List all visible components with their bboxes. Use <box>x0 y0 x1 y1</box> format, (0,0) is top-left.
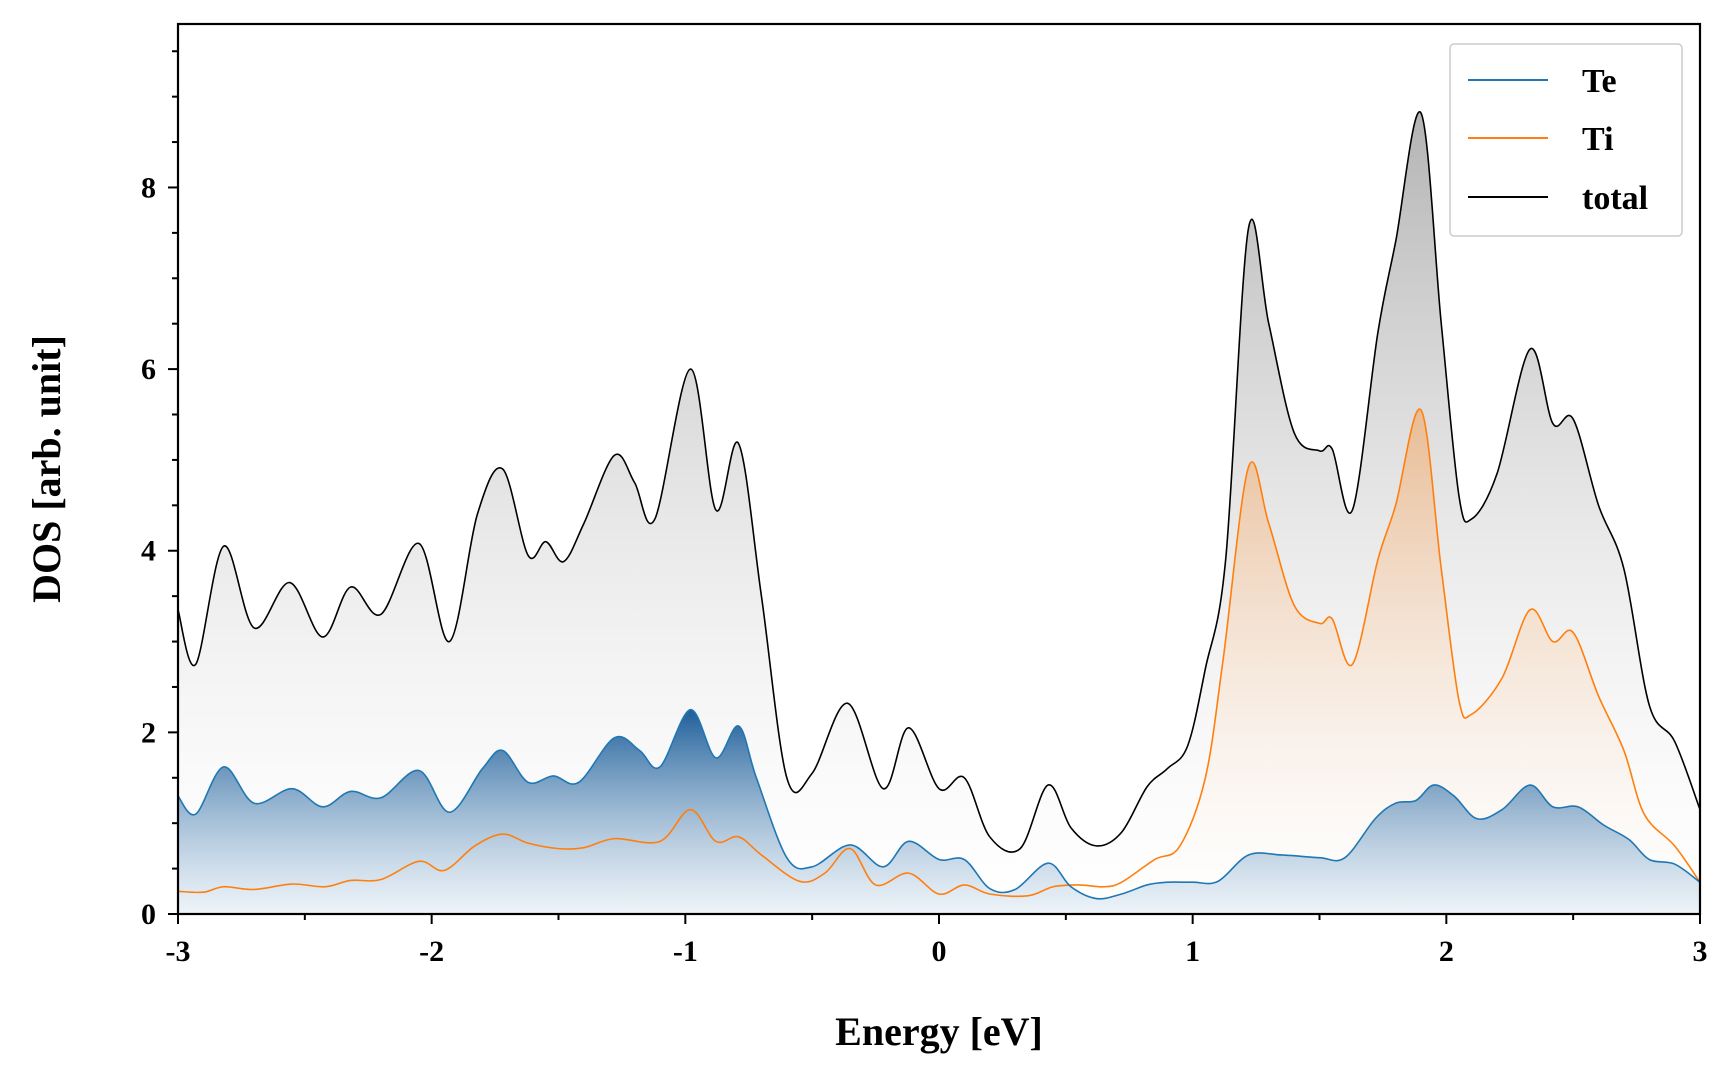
x-tick-label: -1 <box>673 935 698 968</box>
x-tick-label: 1 <box>1185 935 1200 968</box>
y-tick-label: 8 <box>141 171 156 204</box>
ti-area <box>178 409 1700 914</box>
x-axis-ticks: -3 -2 -1 0 1 2 3 <box>166 914 1708 968</box>
y-tick-label: 6 <box>141 353 156 386</box>
te-line <box>178 708 1700 900</box>
legend-label-ti: Ti <box>1582 121 1614 158</box>
plot-area <box>178 111 1700 914</box>
legend-label-total: total <box>1582 180 1648 217</box>
x-tick-label: 2 <box>1439 935 1454 968</box>
legend-label-te: Te <box>1582 63 1617 100</box>
y-axis-ticks: 0 2 4 6 8 <box>141 50 178 931</box>
y-tick-label: 2 <box>141 716 156 749</box>
te-area <box>178 709 1700 914</box>
total-line <box>178 111 1700 853</box>
x-tick-label: -3 <box>166 935 191 968</box>
x-tick-label: 3 <box>1693 935 1708 968</box>
y-tick-label: 4 <box>141 535 156 568</box>
ti-line <box>178 408 1700 898</box>
legend: Te Ti total <box>1449 43 1683 237</box>
legend-box <box>1449 43 1683 237</box>
x-tick-label: 0 <box>932 935 947 968</box>
x-tick-label: -2 <box>419 935 444 968</box>
y-axis-title: DOS [arb. unit] <box>24 335 69 603</box>
x-axis-title: Energy [eV] <box>835 1009 1043 1054</box>
y-tick-label: 0 <box>141 898 156 931</box>
